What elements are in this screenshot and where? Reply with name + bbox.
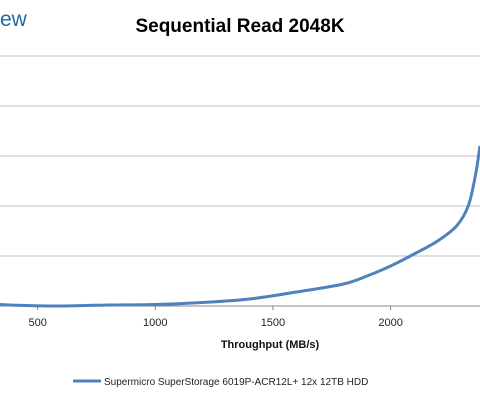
x-tick-label-500: 500: [28, 317, 46, 329]
legend-label: Supermicro SuperStorage 6019P-ACR12L+ 12…: [104, 377, 368, 388]
series-line-1: [0, 145, 480, 308]
x-tick-label-2000: 2000: [378, 317, 402, 329]
chart-title: Sequential Read 2048K: [135, 16, 344, 37]
logo-text: ew: [0, 8, 28, 31]
x-axis-ticks: 500 1000 1500 2000: [28, 306, 403, 329]
legend: Supermicro SuperStorage 6019P-ACR12L+ 12…: [73, 377, 368, 388]
series-group: [0, 145, 480, 308]
gridlines: [0, 55, 480, 257]
x-tick-label-1000: 1000: [143, 317, 167, 329]
x-axis-title: Throughput (MB/s): [221, 339, 320, 351]
x-tick-label-1500: 1500: [261, 317, 285, 329]
